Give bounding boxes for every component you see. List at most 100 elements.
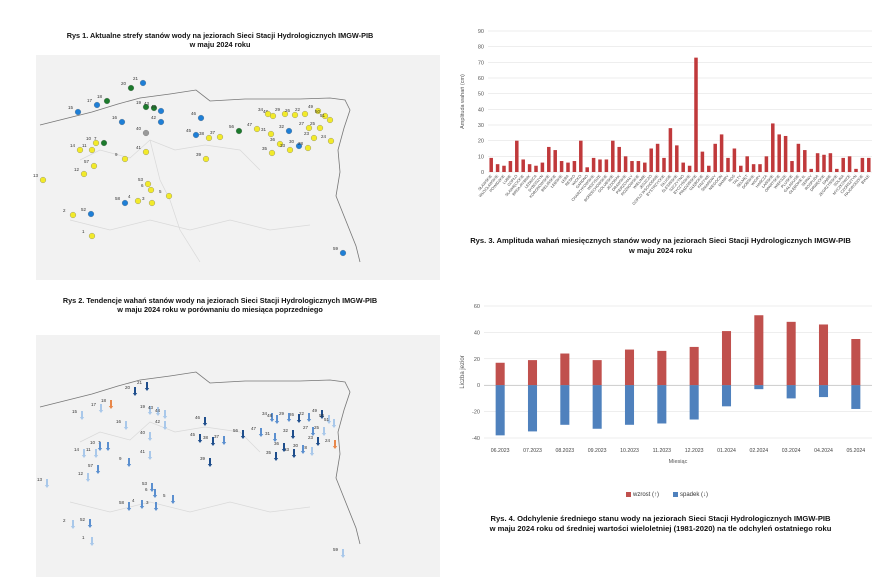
- tendency-arrow-43: [157, 407, 159, 414]
- tendency-arrowhead-38: [210, 443, 216, 446]
- x-tick-label: 03.2024: [782, 448, 801, 454]
- station-number-29: 29: [275, 107, 281, 112]
- tendency-arrowhead-9: [126, 464, 132, 467]
- bar-wzrost: [721, 331, 732, 386]
- tendency-arrowhead-19: [147, 412, 153, 415]
- tendency-arrow-5: [172, 495, 174, 502]
- station-marker-36: [276, 140, 284, 148]
- tendency-arrow-41: [149, 451, 151, 458]
- y-tick-label: 50: [478, 92, 484, 98]
- station-marker-44: [157, 107, 165, 115]
- station-number-43: 43: [148, 405, 154, 410]
- bar: [591, 157, 596, 172]
- tendency-arrow-33: [293, 449, 295, 456]
- tendency-arrowhead-37: [221, 442, 227, 445]
- bar: [854, 168, 858, 172]
- x-tick-label: LUBIE: [502, 174, 512, 185]
- tendency-arrowhead-53: [149, 489, 155, 492]
- bar: [585, 167, 589, 172]
- y-tick-label: 90: [478, 29, 484, 35]
- tendency-arrow-18: [110, 400, 112, 407]
- figure-4: -40 -20 0 20 40 60 Liczba jezior 06.2023 07.2023…: [440, 290, 881, 577]
- station-number-2: 2: [63, 208, 66, 213]
- station-number-40: 40: [136, 126, 142, 131]
- station-marker-20: [127, 84, 135, 92]
- station-marker-34: [264, 110, 272, 118]
- bar-spadek: [721, 385, 732, 407]
- fig4-caption: Rys. 4. Odchylenie średniego stanu wody …: [489, 514, 832, 533]
- bar: [643, 162, 647, 172]
- station-number-37: 37: [210, 130, 216, 135]
- station-number-20: 20: [121, 81, 127, 86]
- station-number-38: 38: [203, 435, 209, 440]
- station-marker-33: [286, 146, 294, 154]
- bar-wzrost: [754, 315, 764, 386]
- tendency-arrow-6: [154, 489, 156, 496]
- bar-spadek: [624, 385, 635, 425]
- bar: [675, 145, 679, 172]
- station-number-13: 13: [33, 173, 39, 178]
- bar: [662, 157, 666, 172]
- station-number-40: 40: [140, 430, 146, 435]
- y-tick-label: 0: [477, 383, 480, 389]
- tendency-arrow-3: [155, 502, 157, 509]
- tendency-arrowhead-32: [290, 436, 296, 439]
- x-tick-label: 11.2023: [653, 448, 671, 454]
- tendency-arrowhead-10: [97, 448, 103, 451]
- station-number-25: 25: [314, 425, 320, 430]
- tendency-arrow-57: [97, 465, 99, 472]
- tendency-arrowhead-31: [272, 439, 278, 442]
- tendency-arrow-11: [95, 449, 97, 456]
- station-marker-7: [100, 139, 108, 147]
- station-marker-29: [281, 110, 289, 118]
- bar: [713, 143, 717, 172]
- bar: [559, 161, 564, 172]
- bar: [572, 161, 577, 172]
- bar: [694, 57, 698, 173]
- country-border: [39, 89, 361, 263]
- tendency-arrowhead-15: [79, 417, 85, 420]
- x-tick-label: DĄBIE: [822, 174, 833, 186]
- station-number-56: 56: [229, 124, 235, 129]
- bar: [771, 123, 775, 172]
- bar: [719, 134, 724, 172]
- bar: [764, 156, 769, 172]
- tendency-arrowhead-58: [126, 508, 132, 511]
- figure-2: Rys 2. Tendencje wahań stanów wody na je…: [0, 290, 440, 577]
- tendency-arrowhead-44: [162, 416, 168, 419]
- tendency-arrowhead-43: [155, 413, 161, 416]
- station-marker-23: [310, 134, 318, 142]
- station-number-46: 46: [195, 415, 201, 420]
- x-tick-label: BIAŁE: [861, 174, 871, 185]
- tendency-arrowhead-47: [258, 434, 264, 437]
- bar-wzrost: [560, 353, 570, 386]
- tendency-arrowhead-49: [319, 416, 325, 419]
- bar: [502, 165, 506, 172]
- station-number-9: 9: [115, 152, 118, 157]
- station-number-22: 22: [295, 107, 301, 112]
- tendency-arrowhead-42: [162, 427, 168, 430]
- legend-item-wzrost: wzrost (↑): [626, 492, 659, 498]
- bar: [508, 161, 513, 172]
- station-number-14: 14: [70, 143, 76, 148]
- station-number-32: 32: [283, 428, 289, 433]
- station-number-10: 10: [86, 136, 92, 141]
- station-number-58: 58: [115, 196, 121, 201]
- station-number-35: 35: [262, 146, 268, 151]
- tendency-arrow-27: [312, 427, 314, 434]
- bar: [783, 135, 788, 172]
- station-number-24: 24: [325, 438, 331, 443]
- figure-3: 0 10 20 30 40 50 60 70 80 90 Amplituda wahań (cm) S…: [440, 0, 881, 280]
- station-number-28: 28: [298, 141, 304, 146]
- x-tick-label: ŁEBA: [560, 174, 570, 184]
- station-number-19: 19: [136, 100, 142, 105]
- bar: [803, 150, 807, 172]
- station-marker-9: [121, 155, 129, 163]
- y-tick-label: 10: [478, 154, 484, 160]
- station-marker-39: [202, 155, 210, 163]
- tendency-arrowhead-23: [315, 443, 321, 446]
- station-number-24: 24: [321, 134, 327, 139]
- tendency-arrow-24: [334, 440, 336, 447]
- bar: [540, 162, 545, 172]
